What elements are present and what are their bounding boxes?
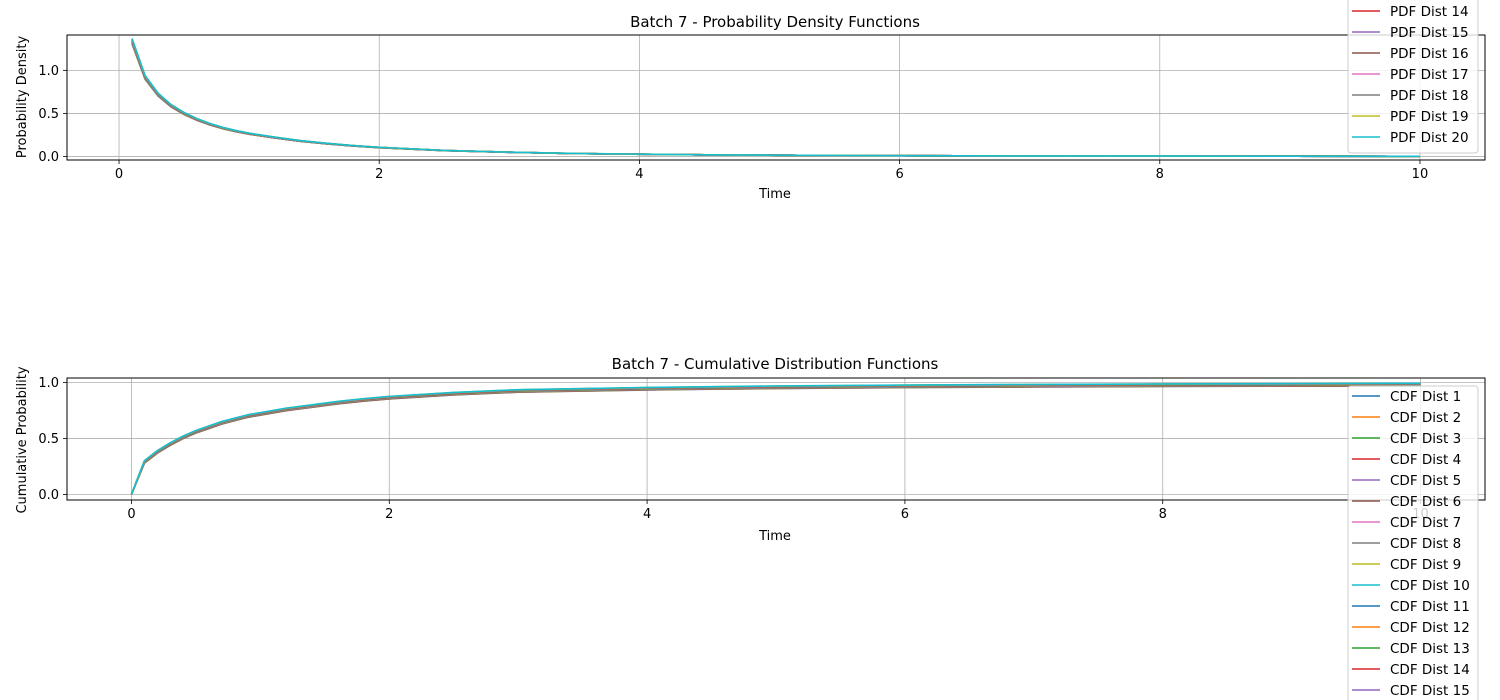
pdf-x-tick-label: 4 [635,167,643,182]
pdf-y-axis-label: Probability Density [15,36,30,159]
cdf-legend-label: CDF Dist 14 [1390,662,1470,678]
cdf-legend-label: CDF Dist 10 [1390,578,1470,594]
cdf-y-tick-label: 0.5 [38,432,59,447]
cdf-x-tick-label: 6 [901,507,909,522]
pdf-x-tick-label: 0 [115,167,123,182]
cdf-legend-label: CDF Dist 3 [1390,431,1461,447]
cdf-chart: Batch 7 - Cumulative Distribution Functi… [15,355,1486,700]
pdf-x-tick-label: 6 [895,167,903,182]
pdf-chart: Batch 7 - Probability Density Functions … [15,0,1486,202]
cdf-legend-label: CDF Dist 6 [1390,494,1461,510]
pdf-x-tick-label: 8 [1156,167,1164,182]
cdf-x-axis-label: Time [758,529,791,544]
cdf-legend-label: CDF Dist 7 [1390,515,1461,531]
cdf-legend-label: CDF Dist 12 [1390,620,1470,636]
pdf-y-tick-label: 1.0 [38,64,59,79]
pdf-series-line [131,38,1420,158]
cdf-series-group [130,382,1421,495]
pdf-legend-box [1347,0,1479,154]
cdf-plot-frame [66,377,1486,501]
pdf-x-tick-label: 2 [375,167,383,182]
pdf-legend: PDF Dist 14 PDF Dist 15 PDF Dist 16 PDF Dis… [1347,0,1479,154]
cdf-legend-label: CDF Dist 8 [1390,536,1461,552]
pdf-y-tick-label: 0.0 [38,150,59,165]
cdf-x-tick-label: 2 [385,507,393,522]
pdf-chart-title: Batch 7 - Probability Density Functions [630,13,920,31]
cdf-legend: CDF Dist 1 CDF Dist 2 CDF Dist 3 CDF Dist 4… [1347,385,1479,700]
cdf-y-tick-label: 1.0 [38,376,59,391]
cdf-x-tick-label: 0 [127,507,135,522]
cdf-x-tick-label: 8 [1159,507,1167,522]
cdf-x-tick-label: 4 [643,507,651,522]
pdf-legend-label: PDF Dist 19 [1390,109,1469,125]
cdf-legend-label: CDF Dist 15 [1390,683,1470,699]
pdf-y-tick-label: 0.5 [38,107,59,122]
cdf-y-axis-label: Cumulative Probability [15,366,30,513]
cdf-legend-label: CDF Dist 13 [1390,641,1470,657]
cdf-chart-title: Batch 7 - Cumulative Distribution Functi… [612,355,939,373]
pdf-legend-label: PDF Dist 18 [1390,88,1469,104]
cdf-legend-label: CDF Dist 1 [1390,389,1461,405]
pdf-legend-label: PDF Dist 15 [1390,25,1469,41]
pdf-x-axis-label: Time [758,187,791,202]
pdf-legend-label: PDF Dist 14 [1390,4,1469,20]
cdf-legend-label: CDF Dist 4 [1390,452,1461,468]
cdf-legend-label: CDF Dist 2 [1390,410,1461,426]
pdf-legend-label: PDF Dist 20 [1390,130,1469,146]
cdf-legend-label: CDF Dist 11 [1390,599,1470,615]
pdf-series-group [131,38,1420,158]
cdf-legend-box [1347,385,1479,700]
cdf-y-tick-label: 0.0 [38,488,59,503]
pdf-plot-frame [66,34,1486,161]
cdf-series-line [130,382,1421,495]
pdf-legend-label: PDF Dist 17 [1390,67,1469,83]
cdf-legend-label: CDF Dist 9 [1390,557,1461,573]
pdf-x-tick-label: 10 [1412,167,1429,182]
pdf-legend-label: PDF Dist 16 [1390,46,1469,62]
cdf-legend-label: CDF Dist 5 [1390,473,1461,489]
